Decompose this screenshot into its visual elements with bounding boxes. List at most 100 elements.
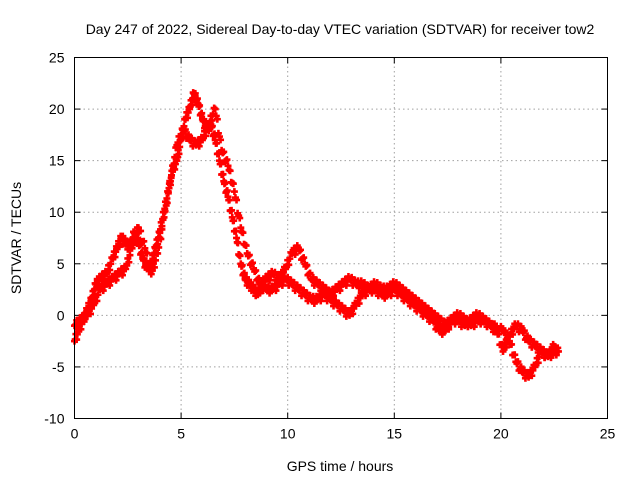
data-point [175,150,183,158]
data-point [225,196,233,204]
data-point [143,249,151,257]
data-point [126,251,134,259]
data-point [158,225,166,233]
data-point [217,160,225,168]
data-point [233,196,241,204]
data-point [228,206,236,214]
y-tick-label: 15 [49,153,65,169]
data-point [221,179,229,187]
data-point [229,180,237,188]
data-point [176,137,184,145]
data-points [71,89,562,382]
y-tick-label: -5 [52,359,65,375]
y-tick-label: 20 [49,101,65,117]
x-tick-label: 20 [493,426,509,442]
data-point [191,89,199,97]
data-point [106,266,114,274]
data-point [245,251,253,259]
data-point [203,126,211,134]
data-point [502,343,510,351]
data-point [164,189,172,197]
data-point [150,263,158,271]
data-point [198,109,206,117]
data-point [170,163,178,171]
x-tick-label: 0 [71,426,79,442]
data-point [303,261,311,269]
data-point [491,320,499,328]
data-point [168,171,176,179]
data-point [234,239,242,247]
y-axis-title: SDTVAR / TECUs [8,182,24,294]
data-point [296,246,304,254]
y-tick-label: -10 [44,411,64,427]
data-point [431,316,439,324]
data-point [213,115,221,123]
data-point [152,256,160,264]
grid [74,57,608,419]
data-point [230,188,238,196]
data-point [514,358,522,366]
data-point [240,269,248,277]
data-point [306,269,314,277]
data-point [196,101,204,109]
data-point [131,238,139,246]
data-point [238,261,246,269]
data-point [93,297,101,305]
data-point [94,291,102,299]
y-tick-label: 0 [57,307,65,323]
data-point [508,340,516,348]
y-tick-label: 25 [49,50,65,66]
data-point [219,170,227,178]
x-axis-title: GPS time / hours [287,458,394,474]
data-point [550,342,558,350]
data-point [157,235,165,243]
data-point [285,261,293,269]
data-point [236,252,244,260]
data-point [154,249,162,257]
data-point [166,177,174,185]
data-point [202,132,210,140]
data-point [188,101,196,109]
data-point [497,322,505,330]
data-point [155,243,163,251]
data-point [252,266,260,274]
data-point [534,359,542,367]
data-point [242,242,250,250]
chart-title: Day 247 of 2022, Sidereal Day-to-day VTE… [86,21,595,37]
data-point [511,351,519,359]
plot-frame [74,57,608,419]
data-point [501,327,509,335]
data-point [223,156,231,164]
data-point [286,255,294,263]
x-tick-label: 25 [600,426,616,442]
data-point [554,347,562,355]
data-point [217,136,225,144]
data-point [239,229,247,237]
data-point [163,199,171,207]
tick-labels: 0 5 10 15 20 25 -10 -5 0 5 10 15 20 25 [44,50,615,442]
data-point [232,227,240,235]
data-point [213,139,221,147]
data-point [236,214,244,222]
data-point [255,274,263,282]
data-point [230,217,238,225]
data-point [125,258,133,266]
data-point [140,237,148,245]
data-point [520,327,528,335]
data-point [171,153,179,161]
data-point [160,213,168,221]
data-point [161,207,169,215]
data-point [220,148,228,156]
x-tick-label: 5 [177,426,185,442]
data-point [249,259,257,267]
axis-ticks [74,57,608,419]
y-tick-label: 5 [57,256,65,272]
data-point [107,260,115,268]
data-point [211,105,219,113]
data-point [200,115,208,123]
data-point [300,254,308,262]
data-point [140,254,148,262]
data-point [223,187,231,195]
x-tick-label: 10 [280,426,296,442]
